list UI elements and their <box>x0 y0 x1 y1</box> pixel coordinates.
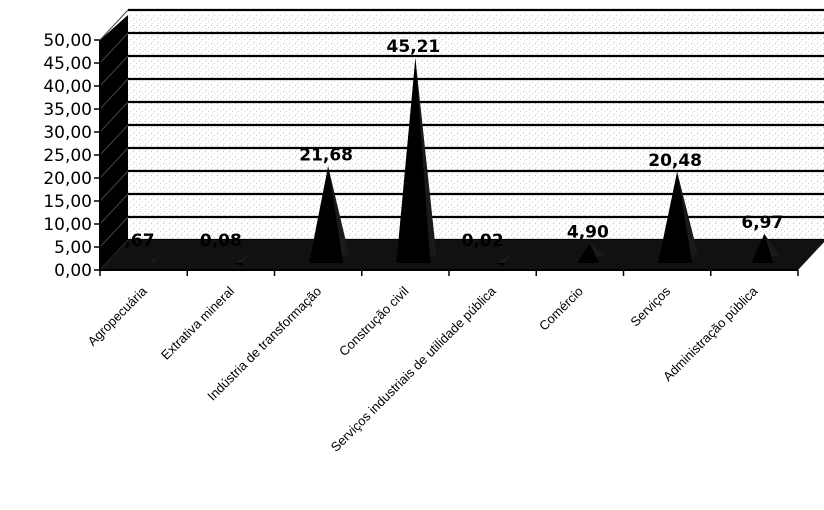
peak-side <box>236 255 249 266</box>
floor <box>100 240 824 270</box>
x-tick-label: Comércio <box>536 284 586 334</box>
gridline-side <box>99 101 129 133</box>
data-label: 6,97 <box>741 213 783 233</box>
x-tick-label: Agropecuária <box>84 283 150 349</box>
y-tick-label: 30,00 <box>43 123 92 143</box>
y-tick-label: 25,00 <box>43 146 92 166</box>
data-label: 20,48 <box>648 151 702 171</box>
gridline-side <box>99 32 129 64</box>
y-tick-label: 45,00 <box>43 54 92 74</box>
x-tick-label: Administração pública <box>660 283 761 384</box>
y-tick-label: 0,00 <box>54 261 92 281</box>
x-tick-label: Serviços <box>627 283 673 329</box>
y-tick-label: 5,00 <box>54 238 92 258</box>
peak <box>751 233 780 263</box>
gridline-side <box>99 170 129 202</box>
gridline-side <box>99 9 129 41</box>
data-labels: 0,67 0,08 21,68 45,21 0,02 4,90 20,48 6,97 <box>113 37 784 251</box>
y-tick-label: 35,00 <box>43 100 92 120</box>
peak <box>234 255 249 266</box>
peaks <box>147 58 780 266</box>
back-wall <box>128 15 824 240</box>
data-label: 0,08 <box>200 231 242 251</box>
peak <box>658 171 699 263</box>
peak <box>496 255 511 266</box>
peak-face <box>576 243 599 263</box>
data-label: 21,68 <box>299 145 353 165</box>
x-tick-label: Serviços industriais de utilidade públic… <box>328 283 500 455</box>
y-axis: 0,00 5,00 10,00 15,00 20,00 25,00 30,00 35,00 40… <box>43 31 101 281</box>
gridlines <box>99 8 824 271</box>
peak <box>576 243 605 263</box>
data-label: 4,90 <box>567 222 609 242</box>
x-tick-label: Extrativa mineral <box>158 283 237 362</box>
gridline-side <box>99 124 129 156</box>
gridline-side <box>99 147 129 179</box>
x-tick-label: Construção civil <box>336 283 412 359</box>
data-label: 0,02 <box>462 231 504 251</box>
y-tick-label: 50,00 <box>43 31 92 51</box>
gridline-side <box>99 216 129 248</box>
gridline-side <box>99 193 129 225</box>
peak <box>309 166 350 263</box>
y-tick-label: 20,00 <box>43 169 92 189</box>
peak <box>396 58 437 264</box>
peak-face <box>658 171 693 263</box>
peak-face <box>751 233 774 263</box>
y-tick-label: 40,00 <box>43 77 92 97</box>
peak-face <box>396 58 431 264</box>
gridline-side <box>99 78 129 110</box>
peak-face <box>496 263 505 266</box>
peak-face <box>309 166 344 263</box>
y-tick-label: 15,00 <box>43 192 92 212</box>
peak <box>147 255 162 263</box>
data-label: 0,67 <box>113 231 155 251</box>
data-label: 45,21 <box>386 37 440 57</box>
gridline-side <box>99 55 129 87</box>
peak-side <box>149 255 162 263</box>
y-tick-label: 10,00 <box>43 215 92 235</box>
peak-face <box>234 263 243 266</box>
